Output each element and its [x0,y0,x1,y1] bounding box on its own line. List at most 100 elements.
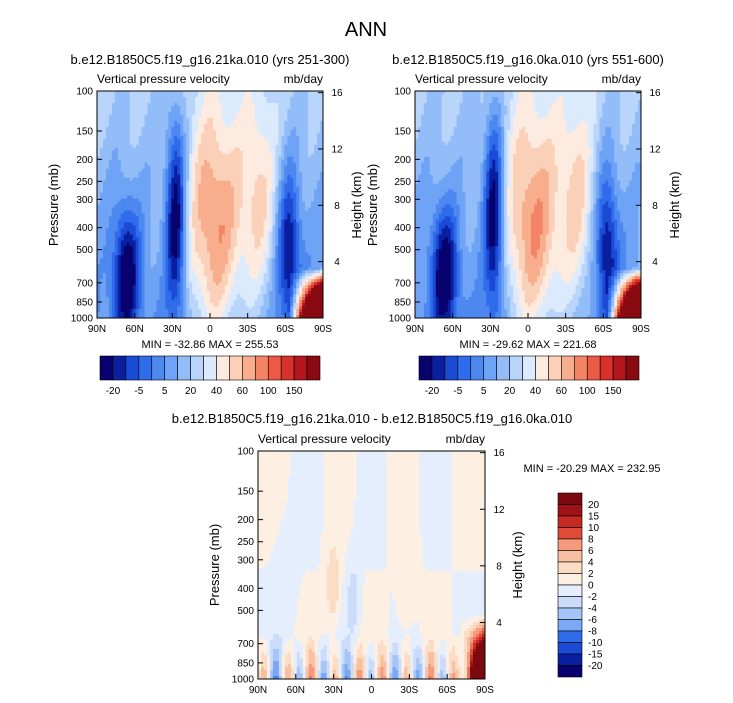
contour-cell [162,195,166,200]
contour-cell [144,264,149,268]
contour-cell [254,309,259,313]
contour-cell [102,186,107,191]
contour-cell [218,246,223,250]
contour-cell [269,198,274,203]
contour-cell [186,192,190,197]
contour-cell [162,255,166,259]
contour-cell [210,141,214,146]
contour-cell [263,288,268,292]
contour-cell [114,177,119,182]
contour-cell [287,279,291,283]
contour-cell [198,177,202,182]
contour-cell [156,102,161,107]
contour-cell [120,303,125,307]
contour-cell [97,111,101,116]
contour-cell [290,216,294,221]
contour-cell [207,135,211,140]
contour-cell [99,153,104,158]
contour-cell [147,111,152,116]
contour-cell [257,162,262,167]
contour-cell [269,120,274,125]
contour-cell [198,171,202,176]
contour-cell [165,204,169,209]
contour-cell [227,303,232,307]
contour-cell [123,96,128,101]
contour-cell [147,138,152,143]
contour-cell [272,114,277,119]
contour-cell [260,186,265,191]
contour-cell [174,147,178,152]
contour-cell [284,300,288,304]
contour-cell [287,240,291,244]
contour-cell [180,279,184,283]
contour-cell [180,312,184,316]
contour-cell [204,315,208,318]
contour-cell [150,273,155,277]
contour-cell [105,225,110,229]
contour-cell [168,255,172,259]
contour-cell [97,270,101,274]
contour-cell [99,177,104,182]
contour-cell [227,91,232,95]
contour-cell [251,192,256,197]
contour-cell [198,276,202,280]
contour-cell [132,291,137,295]
contour-cell [153,309,158,313]
contour-cell [111,159,116,164]
contour-cell [150,252,155,256]
contour-cell [150,243,155,247]
contour-cell [126,198,131,203]
contour-cell [239,132,244,137]
contour-cell [114,252,119,256]
contour-cell [204,108,208,113]
contour-cell [105,114,110,119]
contour-cell [212,309,217,313]
contour-cell [135,114,140,119]
contour-cell [168,153,172,158]
contour-cell [108,297,113,301]
contour-cell [251,123,256,128]
contour-cell [105,228,110,232]
contour-cell [248,114,253,119]
contour-cell [135,186,140,191]
contour-cell [245,186,250,191]
contour-cell [218,261,223,265]
contour-cell [165,228,169,232]
contour-cell [201,120,205,125]
contour-cell [126,120,131,125]
contour-cell [233,192,238,197]
contour-cell [251,270,256,274]
contour-cell [269,162,274,167]
contour-cell [99,276,104,280]
contour-cell [174,138,178,143]
contour-cell [171,240,175,244]
contour-cell [120,141,125,146]
contour-cell [260,150,265,155]
contour-cell [290,240,294,244]
contour-cell [135,96,140,101]
contour-cell [126,252,131,256]
contour-cell [156,255,161,259]
contour-cell [198,93,202,98]
contour-cell [254,123,259,128]
contour-cell [153,120,158,125]
contour-cell [218,114,223,119]
contour-cell [102,91,107,95]
contour-cell [117,99,122,104]
contour-cell [114,198,119,203]
contour-cell [192,174,196,179]
contour-cell [272,261,277,265]
contour-cell [168,246,172,250]
contour-cell [183,141,187,146]
contour-cell [239,312,244,316]
contour-cell [269,300,274,304]
contour-cell [120,288,125,292]
contour-cell [242,147,247,152]
contour-cell [198,168,202,173]
contour-cell [123,111,128,116]
contour-cell [153,252,158,256]
contour-cell [230,228,235,232]
contour-cell [153,294,158,298]
contour-cell [278,120,282,125]
contour-cell [233,279,238,283]
